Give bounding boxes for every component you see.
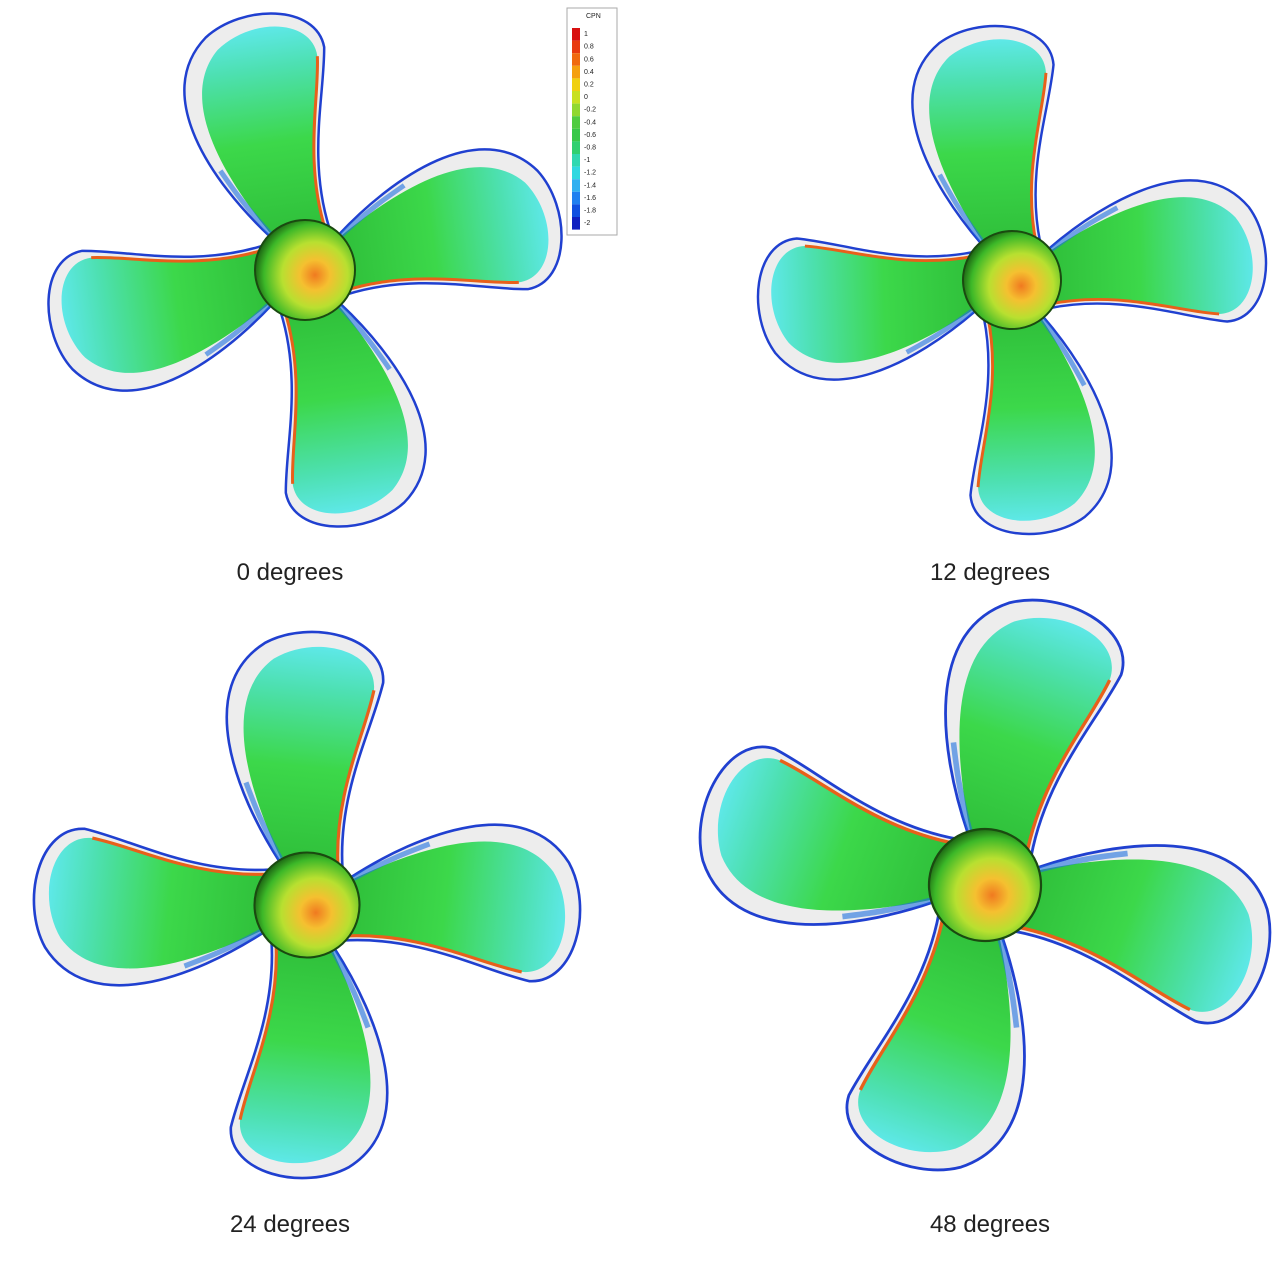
legend-label: -1.2 <box>584 170 596 177</box>
propeller <box>728 0 1277 564</box>
legend-label: -0.4 <box>584 119 596 126</box>
legend-swatch <box>572 65 580 79</box>
legend-label: -1.8 <box>584 208 596 215</box>
legend-label: 1 <box>584 31 588 38</box>
legend-label: -2 <box>584 220 590 227</box>
color-legend: CPN 1 0.8 0.6 0.4 0.2 0 -0.2 -0.4 -0.6 -0.8 -1 -1.2… <box>566 7 618 236</box>
caption: 0 degrees <box>237 559 344 586</box>
legend-label: -1.4 <box>584 182 596 189</box>
propeller <box>41 6 569 534</box>
propeller <box>0 569 643 1241</box>
legend-label: 0.6 <box>584 56 594 63</box>
legend-swatch <box>572 217 580 230</box>
legend-swatch <box>572 53 580 66</box>
legend-label: -0.8 <box>584 145 596 152</box>
legend-swatch <box>572 116 580 129</box>
caption: 24 degrees <box>230 1211 350 1238</box>
legend-swatch <box>572 103 580 117</box>
legend-label: -0.6 <box>584 132 596 139</box>
legend-swatch <box>572 91 580 104</box>
legend-swatch <box>572 40 580 54</box>
legend-swatch <box>572 166 580 180</box>
legend-swatch <box>572 141 580 154</box>
caption: 12 degrees <box>930 559 1050 586</box>
legend-label: 0 <box>584 94 588 101</box>
legend-swatch <box>572 179 580 192</box>
legend-label: 0.8 <box>584 44 594 51</box>
legend-label: -0.2 <box>584 107 596 114</box>
legend-label: -1.6 <box>584 195 596 202</box>
legend-label: 0.4 <box>584 69 594 76</box>
legend-swatch <box>572 78 580 91</box>
legend-swatch <box>572 204 580 217</box>
propeller <box>585 485 1277 1264</box>
legend-title: CPN <box>586 13 601 20</box>
legend-swatch <box>572 154 580 167</box>
legend-label: -1 <box>584 157 590 164</box>
caption: 48 degrees <box>930 1211 1050 1238</box>
legend-swatch <box>572 28 580 41</box>
legend-swatch <box>572 191 580 205</box>
legend-swatch <box>572 128 580 142</box>
legend-label: 0.2 <box>584 82 594 89</box>
